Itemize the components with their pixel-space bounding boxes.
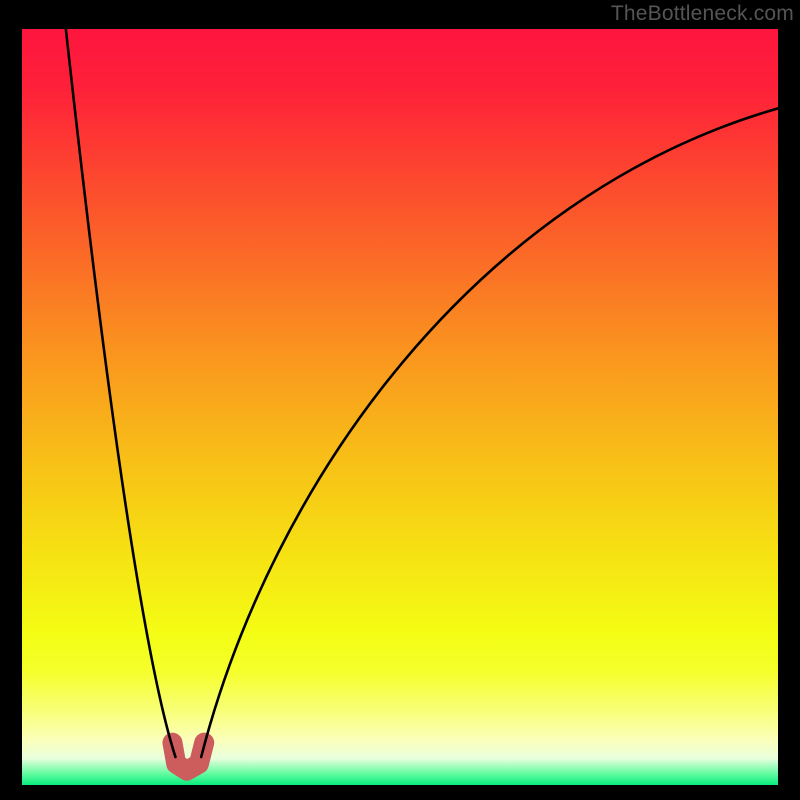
plot-frame	[21, 28, 779, 786]
chart-stage: TheBottleneck.com	[0, 0, 800, 800]
attribution-label: TheBottleneck.com	[611, 2, 794, 26]
